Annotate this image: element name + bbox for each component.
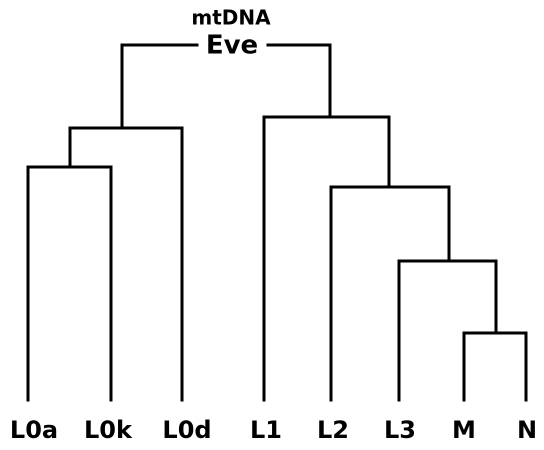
leaf-label: L0a xyxy=(10,416,58,444)
leaf-labels: L0a L0k L0d L1 L2 L3 M N xyxy=(10,416,537,444)
leaf-label: L3 xyxy=(384,416,416,444)
root-title: mtDNA xyxy=(191,6,271,30)
root-label: Eve xyxy=(206,31,258,61)
leaf-label: L0k xyxy=(84,416,133,444)
leaf-label: L0d xyxy=(162,416,211,444)
leaf-label: N xyxy=(517,416,537,444)
tree-branches xyxy=(26,43,528,402)
leaf-label: L1 xyxy=(250,416,282,444)
leaf-label: L2 xyxy=(317,416,349,444)
leaf-label: M xyxy=(452,416,476,444)
